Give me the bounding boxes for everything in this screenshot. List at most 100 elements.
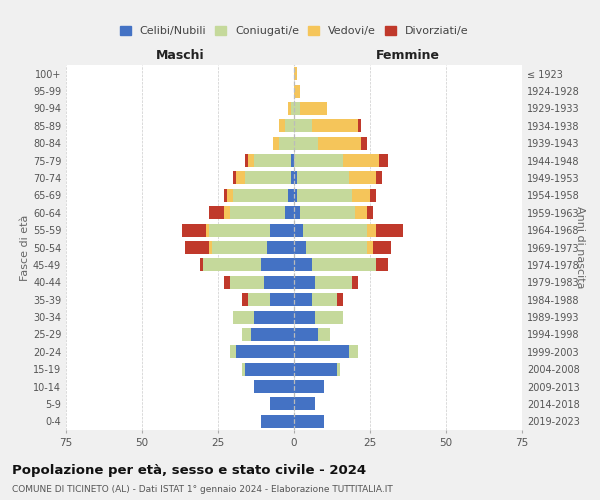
Bar: [200, 258, 203, 272]
Bar: [294, 328, 319, 341]
Bar: [294, 241, 306, 254]
Bar: [285, 206, 294, 220]
Bar: [306, 241, 367, 254]
Bar: [294, 172, 297, 184]
Bar: [279, 136, 294, 149]
Bar: [245, 172, 291, 184]
Bar: [279, 120, 285, 132]
Bar: [294, 136, 319, 149]
Legend: Celibi/Nubili, Coniugati/e, Vedovi/e, Divorziati/e: Celibi/Nubili, Coniugati/e, Vedovi/e, Di…: [115, 22, 473, 40]
Bar: [315, 276, 352, 289]
Bar: [248, 293, 269, 306]
Bar: [288, 102, 291, 115]
Bar: [227, 189, 233, 202]
Bar: [367, 241, 373, 254]
Bar: [349, 172, 376, 184]
Text: Femmine: Femmine: [376, 48, 440, 62]
Bar: [294, 84, 300, 98]
Bar: [209, 206, 224, 220]
Bar: [319, 136, 361, 149]
Bar: [352, 276, 358, 289]
Bar: [242, 362, 245, 376]
Bar: [294, 362, 337, 376]
Bar: [294, 346, 349, 358]
Bar: [337, 362, 340, 376]
Bar: [269, 398, 294, 410]
Bar: [245, 362, 294, 376]
Bar: [254, 380, 294, 393]
Bar: [343, 154, 379, 167]
Bar: [294, 415, 325, 428]
Bar: [209, 241, 212, 254]
Bar: [254, 154, 291, 167]
Bar: [182, 224, 206, 236]
Bar: [224, 276, 230, 289]
Bar: [337, 293, 343, 306]
Bar: [361, 136, 367, 149]
Bar: [294, 189, 297, 202]
Bar: [236, 346, 294, 358]
Bar: [376, 258, 388, 272]
Bar: [367, 224, 376, 236]
Y-axis label: Fasce di età: Fasce di età: [20, 214, 30, 280]
Bar: [294, 154, 343, 167]
Bar: [224, 189, 227, 202]
Bar: [291, 172, 294, 184]
Bar: [236, 172, 245, 184]
Bar: [248, 154, 254, 167]
Bar: [242, 328, 251, 341]
Bar: [300, 206, 355, 220]
Bar: [245, 154, 248, 167]
Bar: [285, 120, 294, 132]
Bar: [254, 310, 294, 324]
Bar: [273, 136, 279, 149]
Bar: [376, 172, 382, 184]
Y-axis label: Anni di nascita: Anni di nascita: [575, 206, 585, 289]
Bar: [233, 189, 288, 202]
Bar: [312, 120, 358, 132]
Bar: [206, 224, 209, 236]
Bar: [260, 415, 294, 428]
Bar: [260, 258, 294, 272]
Bar: [373, 241, 391, 254]
Bar: [242, 293, 248, 306]
Bar: [251, 328, 294, 341]
Bar: [233, 172, 236, 184]
Bar: [300, 102, 328, 115]
Bar: [230, 276, 263, 289]
Bar: [212, 241, 266, 254]
Bar: [315, 310, 343, 324]
Bar: [370, 189, 376, 202]
Bar: [355, 206, 367, 220]
Bar: [303, 224, 367, 236]
Bar: [266, 241, 294, 254]
Bar: [288, 189, 294, 202]
Bar: [209, 224, 269, 236]
Bar: [233, 310, 254, 324]
Bar: [319, 328, 331, 341]
Bar: [312, 293, 337, 306]
Bar: [291, 102, 294, 115]
Bar: [294, 224, 303, 236]
Bar: [379, 154, 388, 167]
Bar: [297, 189, 352, 202]
Bar: [291, 154, 294, 167]
Bar: [294, 293, 312, 306]
Bar: [312, 258, 376, 272]
Bar: [349, 346, 358, 358]
Bar: [294, 120, 312, 132]
Bar: [263, 276, 294, 289]
Bar: [294, 380, 325, 393]
Text: Popolazione per età, sesso e stato civile - 2024: Popolazione per età, sesso e stato civil…: [12, 464, 366, 477]
Bar: [352, 189, 370, 202]
Bar: [294, 206, 300, 220]
Bar: [294, 67, 297, 80]
Text: COMUNE DI TICINETO (AL) - Dati ISTAT 1° gennaio 2024 - Elaborazione TUTTITALIA.I: COMUNE DI TICINETO (AL) - Dati ISTAT 1° …: [12, 485, 393, 494]
Bar: [376, 224, 403, 236]
Text: Maschi: Maschi: [155, 48, 205, 62]
Bar: [294, 102, 300, 115]
Bar: [294, 310, 315, 324]
Bar: [203, 258, 260, 272]
Bar: [367, 206, 373, 220]
Bar: [269, 224, 294, 236]
